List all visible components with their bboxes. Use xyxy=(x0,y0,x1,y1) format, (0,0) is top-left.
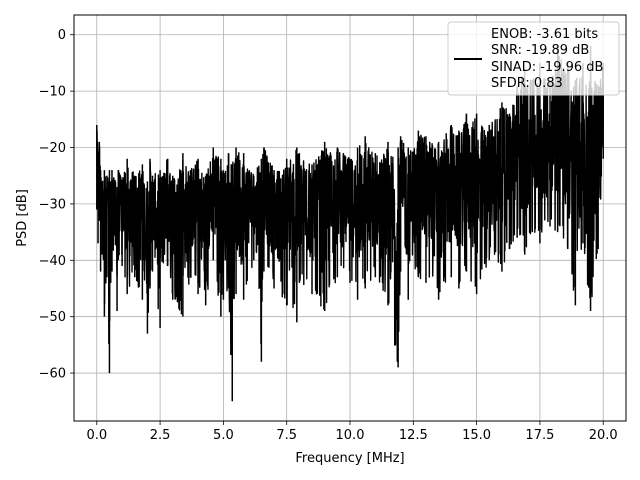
y-axis: 0 −10 −20 −30 −40 −50 −60 xyxy=(39,28,74,382)
legend-sinad: SINAD: -19.96 dB xyxy=(491,60,603,75)
y-tick-label: −40 xyxy=(39,254,66,269)
x-tick-label: 20.0 xyxy=(589,428,618,443)
y-tick-label: −30 xyxy=(39,197,66,212)
legend-snr: SNR: -19.89 dB xyxy=(491,43,589,58)
x-axis-label: Frequency [MHz] xyxy=(295,451,404,466)
x-axis: 0.0 2.5 5.0 7.5 10.0 12.5 15.0 17.5 20.0 xyxy=(86,421,618,443)
y-tick-label: −50 xyxy=(39,310,66,325)
legend: ENOB: -3.61 bits SNR: -19.89 dB SINAD: -… xyxy=(447,21,620,96)
y-tick-label: 0 xyxy=(58,28,66,43)
x-tick-label: 2.5 xyxy=(150,428,171,443)
legend-sfdr: SFDR: 0.83 xyxy=(491,76,563,91)
x-tick-label: 10.0 xyxy=(336,428,365,443)
y-tick-label: −20 xyxy=(39,141,66,156)
x-tick-label: 15.0 xyxy=(462,428,491,443)
x-tick-label: 5.0 xyxy=(213,428,234,443)
x-tick-label: 0.0 xyxy=(86,428,107,443)
y-tick-label: −60 xyxy=(39,367,66,382)
x-tick-label: 17.5 xyxy=(525,428,554,443)
y-tick-label: −10 xyxy=(39,85,66,100)
legend-box xyxy=(447,21,620,96)
x-tick-label: 7.5 xyxy=(276,428,297,443)
y-axis-label: PSD [dB] xyxy=(15,189,30,247)
legend-enob: ENOB: -3.61 bits xyxy=(491,27,598,42)
x-tick-label: 12.5 xyxy=(399,428,428,443)
